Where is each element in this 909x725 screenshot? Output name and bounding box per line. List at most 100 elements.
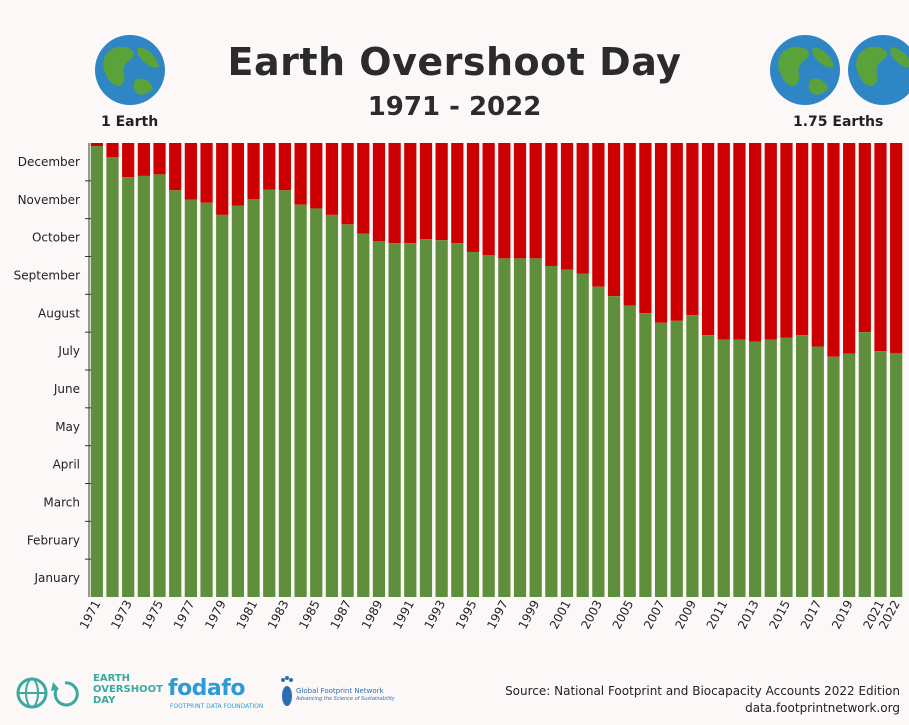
- bar-red-1996: [482, 143, 495, 255]
- bar-green-2013: [748, 341, 762, 597]
- x-tick-label-1975: 1975: [139, 598, 166, 632]
- bar-red-1978: [200, 143, 213, 203]
- y-tick-label-august: August: [38, 306, 80, 320]
- bar-red-2013: [748, 143, 762, 342]
- bar-red-2006: [639, 143, 652, 314]
- y-tick-label-january: January: [34, 571, 81, 585]
- bar-red-2001: [560, 143, 574, 270]
- x-tick-label-2019: 2019: [829, 598, 856, 632]
- bar-green-2002: [576, 273, 589, 597]
- bar-green-1995: [466, 251, 480, 597]
- y-tick-label-march: March: [43, 495, 80, 509]
- y-tick-label-september: September: [14, 268, 80, 282]
- bar-green-2017: [811, 346, 824, 597]
- bar-red-1981: [247, 143, 260, 199]
- y-tick-label-june: June: [53, 382, 80, 396]
- bar-red-1976: [169, 143, 182, 191]
- bar-red-2004: [607, 143, 621, 297]
- y-tick-label-february: February: [27, 533, 80, 547]
- global-footprint-network-logo-text: Global Footprint Network Advancing the S…: [296, 687, 395, 702]
- bar-green-1993: [435, 240, 448, 597]
- bar-green-1986: [325, 214, 339, 597]
- x-tick-label-1987: 1987: [328, 598, 355, 632]
- x-tick-label-1989: 1989: [359, 598, 386, 632]
- fodafo-logo-subtitle: FOOTPRINT DATA FOUNDATION: [170, 703, 264, 710]
- bar-green-1982: [263, 189, 276, 597]
- bar-red-2007: [654, 143, 668, 323]
- page-subtitle: 1971 - 2022: [367, 92, 542, 122]
- bar-red-2021: [874, 143, 887, 352]
- x-tick-label-2017: 2017: [798, 598, 825, 632]
- bar-green-1979: [216, 214, 229, 597]
- y-tick-label-november: November: [18, 193, 80, 207]
- x-tick-label-1999: 1999: [516, 598, 543, 632]
- bar-red-1971: [90, 143, 103, 147]
- x-tick-label-2013: 2013: [735, 598, 762, 632]
- bar-green-2021: [874, 351, 887, 597]
- bar-red-1994: [451, 143, 464, 244]
- bar-green-2020: [858, 332, 871, 597]
- source-url: data.footprintnetwork.org: [745, 701, 900, 715]
- bar-red-2003: [592, 143, 605, 287]
- bar-green-2022: [890, 352, 903, 597]
- right-earth-label: 1.75 Earths: [793, 114, 884, 130]
- bar-red-1988: [357, 143, 370, 234]
- bar-green-2001: [560, 269, 574, 597]
- x-tick-label-1973: 1973: [108, 598, 135, 632]
- y-tick-label-december: December: [18, 155, 80, 169]
- bar-green-2015: [780, 337, 793, 597]
- source-line: Source: National Footprint and Biocapaci…: [505, 684, 900, 698]
- x-tick-label-1997: 1997: [484, 598, 511, 632]
- bar-red-2022: [890, 143, 903, 353]
- bar-red-1992: [419, 143, 433, 240]
- bar-green-1999: [529, 258, 542, 597]
- bar-green-1990: [388, 243, 401, 597]
- bar-red-1991: [404, 143, 417, 244]
- y-tick-label-may: May: [55, 420, 80, 434]
- bar-red-2015: [780, 143, 793, 338]
- bar-green-2003: [592, 286, 605, 597]
- bar-green-2005: [623, 305, 636, 597]
- bar-green-1988: [357, 233, 370, 598]
- left-globe-icon: [95, 35, 165, 105]
- bar-green-1974: [137, 175, 150, 598]
- bar-green-1992: [419, 239, 433, 597]
- right-globe-2-icon: [848, 35, 909, 105]
- bar-green-2019: [843, 353, 856, 597]
- bar-green-1975: [153, 174, 166, 597]
- bar-green-1972: [106, 156, 119, 597]
- bar-green-2009: [686, 315, 699, 597]
- x-tick-label-1985: 1985: [296, 598, 323, 632]
- right-globe-1-icon: [770, 35, 840, 105]
- bar-green-1997: [498, 258, 511, 597]
- x-tick-label-1981: 1981: [234, 598, 261, 632]
- bar-green-2000: [545, 265, 558, 597]
- bar-red-1982: [263, 143, 276, 190]
- bar-red-2018: [827, 143, 840, 357]
- bar-green-2012: [733, 339, 746, 597]
- x-tick-label-1991: 1991: [390, 598, 417, 632]
- bar-green-1989: [372, 241, 386, 597]
- x-tick-label-2007: 2007: [641, 598, 668, 632]
- bar-red-1985: [310, 143, 323, 209]
- x-tick-label-1993: 1993: [422, 598, 449, 632]
- bar-red-1979: [216, 143, 229, 215]
- bar-green-2006: [639, 313, 652, 597]
- bar-red-1974: [137, 143, 150, 176]
- bar-red-1989: [372, 143, 386, 242]
- x-tick-label-1977: 1977: [171, 598, 198, 632]
- bar-green-2016: [796, 335, 809, 597]
- x-tick-label-2005: 2005: [610, 598, 637, 632]
- bar-red-1993: [435, 143, 448, 241]
- bar-green-1976: [169, 190, 182, 597]
- global-footprint-network-footprint-icon: [281, 676, 293, 706]
- bar-green-1991: [404, 243, 417, 597]
- source-note: Source: National Footprint and Biocapaci…: [505, 683, 900, 717]
- bar-red-1977: [184, 143, 197, 200]
- bar-red-1995: [466, 143, 480, 252]
- bar-green-2018: [827, 356, 840, 597]
- bar-red-2000: [545, 143, 558, 266]
- bar-red-2008: [670, 143, 683, 321]
- bar-red-2016: [796, 143, 809, 336]
